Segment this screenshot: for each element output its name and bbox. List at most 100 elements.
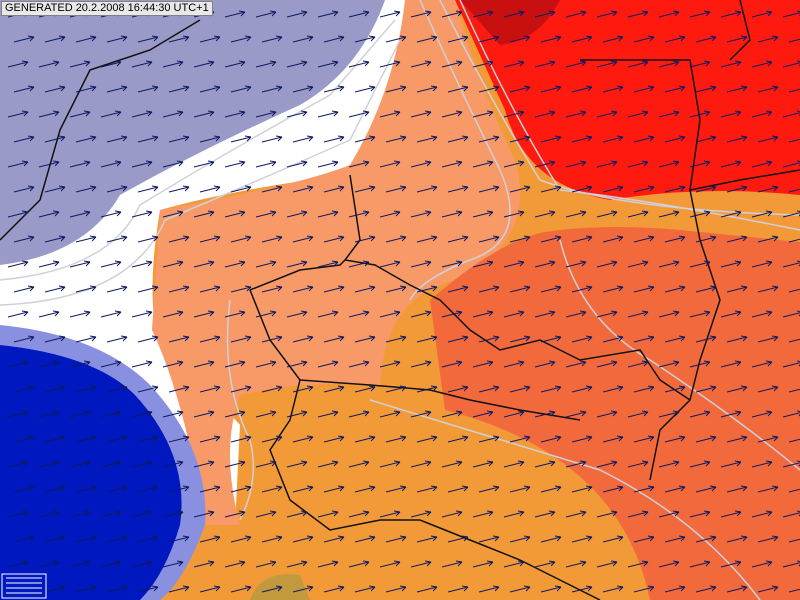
wind-arrow xyxy=(100,210,122,218)
wind-arrow xyxy=(230,285,252,293)
wind-arrow xyxy=(230,85,252,93)
wind-arrow xyxy=(695,385,717,393)
wind-arrow xyxy=(534,210,556,218)
wind-arrow xyxy=(503,460,525,468)
wind-arrow xyxy=(162,110,184,118)
wind-arrow xyxy=(410,10,432,18)
wind-arrow xyxy=(565,410,587,418)
wind-arrow xyxy=(478,435,500,443)
wind-arrow xyxy=(664,185,686,193)
wind-arrow xyxy=(137,35,159,43)
wind-arrow xyxy=(540,335,562,343)
wind-arrow xyxy=(38,210,60,218)
wind-arrow xyxy=(478,385,500,393)
wind-arrow xyxy=(472,460,494,468)
wind-arrow xyxy=(106,335,128,343)
wind-arrow xyxy=(441,60,463,68)
wind-arrow xyxy=(720,460,742,468)
wind-arrow xyxy=(441,360,463,368)
wind-arrow xyxy=(571,85,593,93)
wind-arrow xyxy=(478,335,500,343)
wind-arrow xyxy=(664,85,686,93)
wind-arrow xyxy=(658,360,680,368)
wind-arrow xyxy=(137,435,159,443)
wind-arrow xyxy=(100,510,122,518)
wind-arrow xyxy=(596,160,618,168)
wind-arrow xyxy=(38,460,60,468)
wind-arrow xyxy=(348,210,370,218)
wind-arrow xyxy=(720,560,742,568)
wind-arrow xyxy=(255,410,277,418)
wind-arrow xyxy=(472,10,494,18)
wind-arrow xyxy=(757,435,779,443)
wind-arrow xyxy=(726,35,748,43)
wind-arrow xyxy=(162,510,184,518)
wind-arrow xyxy=(106,235,128,243)
wind-arrow xyxy=(565,160,587,168)
wind-arrow xyxy=(354,85,376,93)
wind-arrow xyxy=(689,360,711,368)
wind-arrow xyxy=(354,435,376,443)
wind-arrow xyxy=(38,560,60,568)
wind-arrow xyxy=(69,60,91,68)
wind-arrow xyxy=(13,185,35,193)
wind-arrow xyxy=(534,110,556,118)
wind-arrow xyxy=(292,185,314,193)
wind-arrow xyxy=(255,110,277,118)
wind-arrow xyxy=(726,285,748,293)
wind-arrow xyxy=(534,10,556,18)
wind-arrow xyxy=(261,485,283,493)
wind-arrow xyxy=(596,410,618,418)
wind-arrow xyxy=(7,310,29,318)
wind-arrow xyxy=(348,10,370,18)
wind-arrow xyxy=(230,335,252,343)
wind-arrow xyxy=(633,435,655,443)
wind-arrow xyxy=(726,135,748,143)
wind-arrow xyxy=(472,560,494,568)
wind-arrow xyxy=(162,410,184,418)
wind-arrow xyxy=(695,285,717,293)
wind-arrow xyxy=(478,535,500,543)
wind-arrow xyxy=(131,460,153,468)
wind-arrow xyxy=(658,510,680,518)
wind-arrow xyxy=(193,360,215,368)
wind-arrow xyxy=(317,560,339,568)
wind-arrow xyxy=(379,460,401,468)
wind-arrow xyxy=(565,460,587,468)
wind-arrow xyxy=(658,460,680,468)
wind-arrow xyxy=(292,285,314,293)
wind-arrow xyxy=(44,285,66,293)
wind-arrow xyxy=(695,35,717,43)
wind-arrow xyxy=(726,85,748,93)
wind-arrow xyxy=(69,210,91,218)
wind-arrow xyxy=(472,310,494,318)
wind-arrow xyxy=(131,560,153,568)
wind-arrow xyxy=(100,360,122,368)
wind-arrow xyxy=(317,210,339,218)
wind-arrow xyxy=(69,410,91,418)
wind-arrow xyxy=(751,10,773,18)
wind-arrow xyxy=(596,560,618,568)
wind-arrow xyxy=(602,185,624,193)
wind-arrow xyxy=(38,310,60,318)
wind-arrow xyxy=(224,560,246,568)
wind-arrow xyxy=(75,235,97,243)
wind-arrow xyxy=(633,235,655,243)
wind-arrow xyxy=(503,310,525,318)
wind-arrow xyxy=(286,160,308,168)
wind-arrow xyxy=(75,85,97,93)
wind-arrow xyxy=(199,35,221,43)
wind-arrow xyxy=(255,10,277,18)
wind-arrow xyxy=(627,110,649,118)
wind-arrow xyxy=(100,110,122,118)
wind-arrow xyxy=(44,235,66,243)
wind-arrow xyxy=(633,185,655,193)
wind-arrow xyxy=(106,135,128,143)
wind-arrow xyxy=(633,335,655,343)
wind-arrow xyxy=(137,485,159,493)
wind-arrow xyxy=(441,10,463,18)
wind-arrow xyxy=(596,460,618,468)
wind-arrow xyxy=(534,510,556,518)
wind-arrow xyxy=(385,385,407,393)
wind-arrow xyxy=(100,460,122,468)
